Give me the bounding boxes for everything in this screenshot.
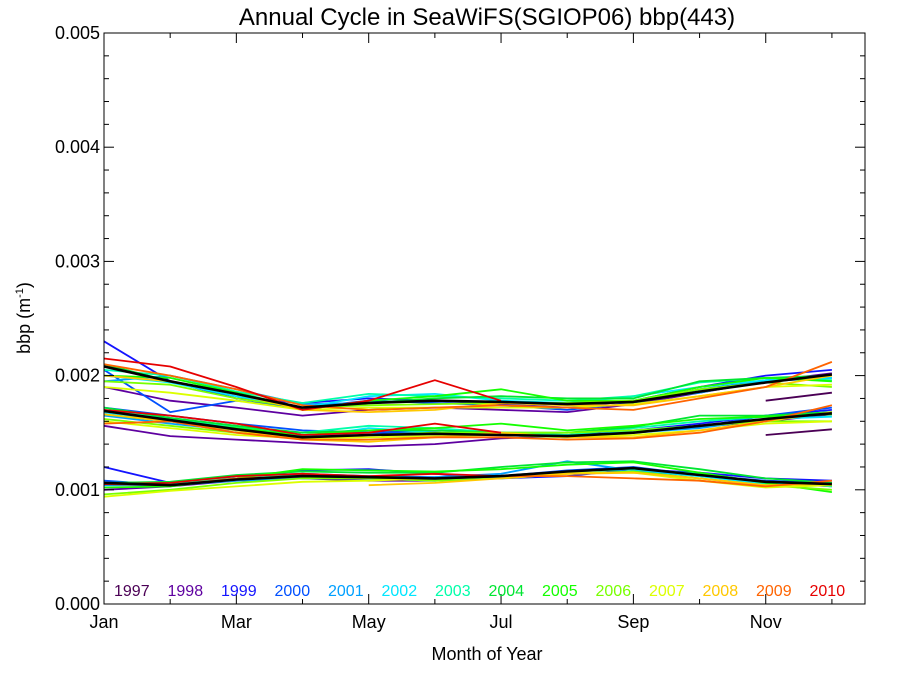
mean-line-median [103,409,833,439]
legend-entry-2002: 2002 [382,583,418,600]
series-line-2005-high [103,374,832,411]
series-line-2009-median [103,404,833,441]
legend-entry-2005: 2005 [542,583,578,600]
series-line-2004-median [103,406,832,434]
series-line-2008-low [368,471,832,487]
y-tick-label: 0.005 [55,23,100,43]
x-tick-label: Jan [89,612,118,632]
y-axis-label-main: bbp (m [14,298,34,354]
plot-frame [103,32,866,605]
series-line-1997-median [765,428,832,436]
axis-ticks: 0.000 0.001 0.002 0.003 0.004 0.005 Jan Mar May J… [55,23,865,632]
legend-entry-2001: 2001 [328,583,364,600]
y-tick-label: 0.004 [55,137,100,157]
legend-entry-2003: 2003 [435,583,471,600]
series-line-1997-high [765,391,833,402]
legend-entry-2007: 2007 [649,583,685,600]
series-line-2009-high [103,361,833,411]
legend-entry-1999: 1999 [221,583,257,600]
y-axis-label-close: ) [14,282,34,288]
y-axis-label-sup: -1 [14,288,26,298]
chart-title: Annual Cycle in SeaWiFS(SGIOP06) bbp(443… [239,4,735,31]
y-tick-label: 0.002 [55,366,100,386]
y-tick-label: 0.003 [55,251,100,271]
x-tick-label: Sep [617,612,649,632]
legend-entry-2009: 2009 [756,583,792,600]
mean-line-low [103,466,832,487]
y-axis-label: bbp (m-1) [14,282,34,354]
series-line-2010-high [103,357,502,411]
legend-entry-1998: 1998 [168,583,204,600]
legend-entry-2004: 2004 [489,583,525,600]
x-tick-label: May [352,612,386,632]
x-axis-label: Month of Year [431,644,542,664]
legend-entry-1997: 1997 [114,583,150,600]
legend: 1997 1998 1999 2000 2001 2002 2003 2004 2005 2006… [114,583,845,600]
x-tick-label: Mar [221,612,252,632]
legend-entry-2010: 2010 [810,583,846,600]
series-line-2003-median [103,409,832,436]
legend-entry-2008: 2008 [703,583,739,600]
series-line-2010-median [103,409,502,436]
mean-line-high [103,365,833,409]
y-tick-label: 0.001 [55,480,100,500]
series-line-2010-low [103,472,502,485]
legend-entry-2006: 2006 [596,583,632,600]
x-tick-label: Nov [750,612,782,632]
legend-entry-2000: 2000 [275,583,311,600]
plot-lines [103,340,833,498]
x-tick-label: Jul [490,612,513,632]
series-line-2006-high [103,380,832,409]
y-tick-label: 0.000 [55,594,100,614]
